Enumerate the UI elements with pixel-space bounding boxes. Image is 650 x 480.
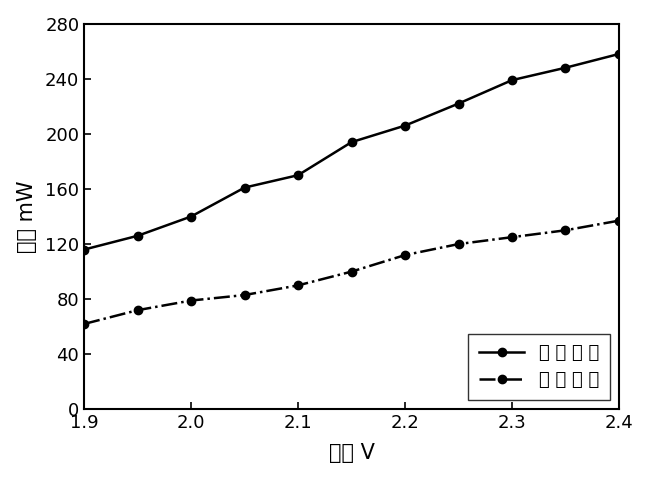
输 入 光 强 xyxy=(454,101,462,107)
输 出 光 强 xyxy=(294,283,302,288)
输 入 光 强 xyxy=(187,214,195,219)
输 出 光 强 xyxy=(134,307,142,313)
输 出 光 强 xyxy=(80,321,88,327)
输 入 光 强 xyxy=(294,172,302,178)
Line: 输 入 光 强: 输 入 光 强 xyxy=(80,50,623,254)
输 入 光 强 xyxy=(562,65,569,71)
输 出 光 强 xyxy=(454,241,462,247)
输 入 光 强 xyxy=(240,185,248,191)
输 出 光 强 xyxy=(508,234,516,240)
输 入 光 强 xyxy=(401,123,409,129)
输 出 光 强 xyxy=(562,228,569,233)
Line: 输 出 光 强: 输 出 光 强 xyxy=(80,216,623,328)
输 入 光 强 xyxy=(134,233,142,239)
X-axis label: 电压 V: 电压 V xyxy=(329,444,374,463)
输 出 光 强 xyxy=(240,292,248,298)
输 入 光 强 xyxy=(80,247,88,252)
Y-axis label: 功率 mW: 功率 mW xyxy=(17,180,36,253)
输 入 光 强 xyxy=(615,51,623,57)
输 出 光 强 xyxy=(401,252,409,258)
输 入 光 强 xyxy=(348,139,356,145)
输 出 光 强 xyxy=(348,269,356,275)
输 入 光 强 xyxy=(508,77,516,83)
输 出 光 强 xyxy=(187,298,195,303)
输 出 光 强 xyxy=(615,218,623,224)
Legend: 输 入 光 强, 输 出 光 强: 输 入 光 强, 输 出 光 强 xyxy=(469,334,610,400)
